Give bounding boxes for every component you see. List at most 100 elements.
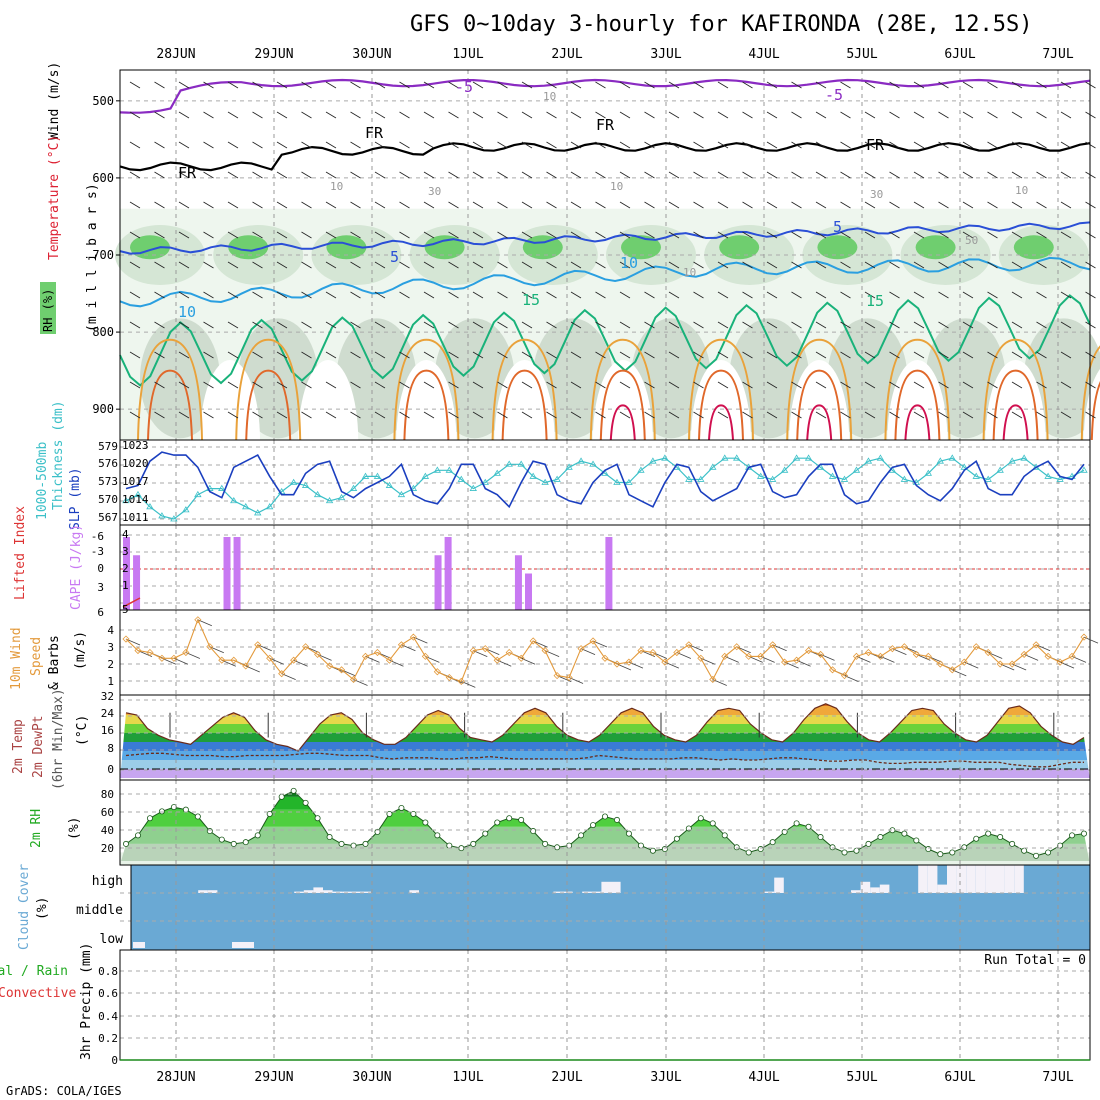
barb-26-9 (766, 351, 778, 359)
date-label-bottom-9: 7JUL (1042, 1070, 1073, 1085)
wind-point-78 (1056, 658, 1064, 666)
barb-36-5 (1011, 231, 1023, 239)
ylabel-10m-wind: 10m Wind (9, 627, 24, 690)
barb-25-4 (742, 201, 753, 209)
rh-point-32 (506, 815, 513, 822)
contour-15C (119, 294, 1091, 387)
rh-point-68 (937, 851, 944, 858)
barb-10-6 (374, 261, 386, 269)
barb-3-3 (203, 171, 214, 179)
rh-point-62 (865, 840, 872, 847)
contour-25C-arch-0 (147, 369, 193, 441)
rh-point-61 (853, 847, 860, 854)
barb-0-3 (129, 171, 141, 179)
barb-36-0 (1011, 81, 1023, 89)
cape-bar-40 (525, 573, 532, 610)
thickness-point-25 (421, 472, 430, 479)
rh-point-77 (1045, 849, 1052, 856)
cloud-low-a (133, 942, 145, 948)
barb-29-8 (840, 321, 851, 329)
barb-31-7 (889, 291, 900, 299)
barb-19-8 (595, 321, 606, 329)
cloud-level-1: middle (76, 903, 123, 918)
barb-33-1 (938, 111, 949, 119)
slp-tick-0: 1023 (122, 439, 149, 452)
rh-tick-2: 40 (101, 824, 114, 837)
cloud-high-19 (313, 887, 323, 893)
barb-1-9 (154, 351, 165, 359)
barb-9-3 (350, 171, 361, 179)
rh-point-17 (326, 834, 333, 841)
cloud-high-22 (342, 891, 352, 893)
barb-3-1 (203, 111, 214, 119)
slp-tick-2: 1017 (122, 475, 149, 488)
barb-9-11 (350, 411, 361, 419)
barb-22-8 (668, 321, 680, 329)
contour-20C-arch-7 (884, 338, 951, 441)
barb-4-1 (227, 111, 239, 119)
rh-point-15 (302, 799, 309, 806)
barb-29-4 (840, 201, 851, 209)
barb-16-0 (521, 81, 533, 89)
barb-20-11 (619, 411, 631, 419)
thickness-tick-2: 573 (98, 475, 118, 488)
cape-frame (119, 524, 1091, 611)
thickness-point-10 (242, 503, 250, 510)
barb-8-11 (325, 411, 337, 419)
cloud-high-92 (1014, 865, 1024, 893)
barb-4-8 (227, 321, 239, 329)
barb-26-0 (766, 81, 778, 89)
wind-point-38 (577, 645, 585, 653)
barb-24-4 (717, 201, 729, 209)
barb-34-9 (962, 351, 974, 359)
cloud-level-0: high (92, 874, 123, 889)
barb-18-11 (570, 411, 582, 419)
barb-38-6 (1060, 261, 1072, 269)
contour-label-2: FR (365, 124, 384, 142)
barb-30-7 (864, 291, 876, 299)
barb-19-6 (595, 261, 606, 269)
barb-7-9 (301, 351, 312, 359)
barb-5-11 (252, 411, 263, 419)
rh-point-67 (925, 846, 932, 853)
thickness-point-8 (218, 484, 226, 491)
barb-10-3 (374, 171, 386, 179)
date-label-top-9: 7JUL (1042, 47, 1073, 62)
barb-18-0 (570, 81, 582, 89)
wind-point-6 (194, 616, 202, 624)
barb-36-11 (1011, 411, 1023, 419)
barb-26-3 (766, 171, 778, 179)
barb-33-7 (938, 291, 949, 299)
barb-20-3 (619, 171, 631, 179)
barb-23-11 (693, 411, 704, 419)
wind-point-21 (373, 648, 382, 657)
ylabel-pressure: (m i l l i b a r s) (85, 183, 100, 332)
cloud-high-49 (601, 881, 611, 893)
barb-24-3 (717, 171, 729, 179)
barb-38-2 (1060, 141, 1072, 149)
thickness-point-69 (948, 454, 956, 461)
barb-18-1 (570, 111, 582, 119)
cloud-high-87 (966, 865, 976, 893)
barb-36-4 (1011, 201, 1023, 209)
barb-12-3 (423, 171, 435, 179)
wind-point-0 (122, 635, 130, 643)
barb-32-8 (913, 321, 925, 329)
cloud-high-88 (975, 865, 986, 893)
barb-31-8 (889, 321, 900, 329)
barb-19-3 (595, 171, 606, 179)
rh-point-7 (206, 828, 213, 835)
barb-27-4 (791, 201, 802, 209)
contour-10C (119, 256, 1091, 308)
wind-point-66 (912, 650, 920, 658)
date-label-top-1: 29JUN (254, 47, 293, 62)
barb-11-9 (399, 351, 410, 359)
barb-27-2 (791, 141, 802, 149)
barb-21-0 (644, 81, 655, 89)
barb-32-1 (913, 111, 925, 119)
rh-point-76 (1033, 852, 1040, 859)
thickness-point-35 (541, 478, 549, 485)
barb-27-5 (791, 231, 802, 239)
ylabel-temp-units: (°C) (75, 715, 90, 746)
wind-point-18 (337, 666, 346, 674)
